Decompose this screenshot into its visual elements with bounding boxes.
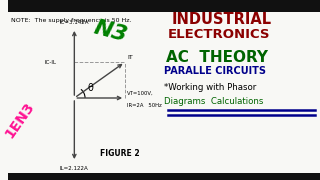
Text: ELECTRONICS: ELECTRONICS <box>168 28 270 41</box>
Bar <box>8 0 320 12</box>
Text: *Working with Phasor: *Working with Phasor <box>164 83 256 92</box>
Text: IC-IL: IC-IL <box>45 60 57 64</box>
Text: IT: IT <box>127 55 133 60</box>
Text: 1EN3: 1EN3 <box>2 99 37 141</box>
Text: AC  THEORY: AC THEORY <box>166 50 268 65</box>
Text: VT=100V,: VT=100V, <box>127 91 154 96</box>
Text: FIGURE 2: FIGURE 2 <box>100 149 140 158</box>
Text: INDUSTRIAL: INDUSTRIAL <box>172 12 272 27</box>
Text: IL=2.122A: IL=2.122A <box>60 166 89 171</box>
Text: NOTE:  The supply frequency is 50 Hz.: NOTE: The supply frequency is 50 Hz. <box>11 18 132 23</box>
Bar <box>8 173 320 180</box>
Text: θ: θ <box>87 83 93 93</box>
Text: IR=2A   50Hz: IR=2A 50Hz <box>127 103 162 108</box>
Text: IC=3.142A: IC=3.142A <box>60 20 89 25</box>
Text: Diagrams  Calculations: Diagrams Calculations <box>164 97 263 106</box>
Text: N3: N3 <box>91 18 130 46</box>
Text: PARALLE CIRCUITS: PARALLE CIRCUITS <box>164 66 266 76</box>
